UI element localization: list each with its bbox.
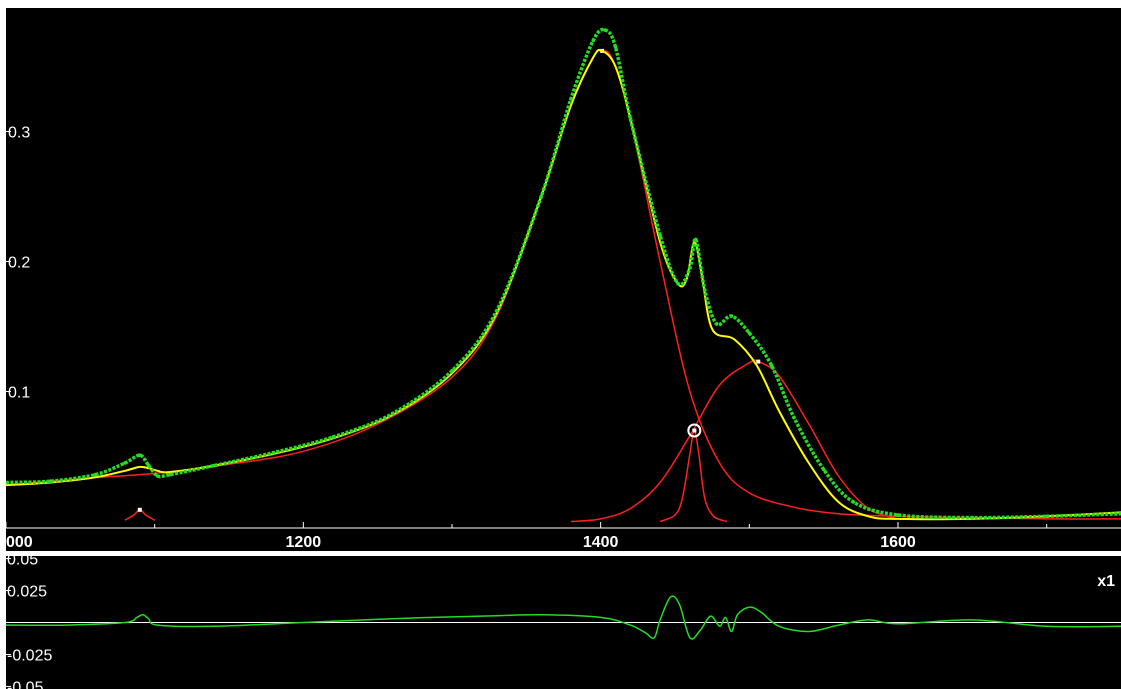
data-point [123,461,127,465]
data-point [769,363,774,368]
data-point [450,368,454,373]
data-point [688,266,692,270]
residual-series-line [6,595,1121,640]
data-point [702,288,707,292]
selected-peak-center [692,428,697,433]
data-point [271,450,276,455]
data-point [155,474,160,478]
data-point [494,309,499,313]
spectrum-plot-panel[interactable]: 000 1200 1400 1600 0.1 0.2 0.3 [6,8,1121,551]
data-point [821,467,826,472]
data-point [896,513,900,517]
y-tick-label: -0.05 [7,679,44,689]
data-series-line [6,27,1121,520]
data-point [694,237,698,242]
data-point [851,500,856,504]
x-tick-label: 000 [6,534,33,551]
residual-scale-label[interactable]: x1 [1097,573,1115,590]
data-point [613,45,618,49]
data-point [714,322,719,326]
x-tick-label: 1400 [583,534,619,551]
data-point [167,472,172,477]
y-tick-label: 0.2 [8,255,30,272]
data-point [146,463,151,468]
y-tick-label: -0.025 [7,647,52,664]
data-point [658,233,662,238]
x-tick-label: 1600 [880,534,916,551]
component-peak-line [6,49,1121,520]
peak-handle-marker[interactable] [756,359,761,364]
y-tick-label: 0.1 [8,385,30,402]
spectrum-chart: 000 1200 1400 1600 0.1 0.2 0.3 [6,27,1121,551]
selected-peak-marker[interactable] [687,423,702,438]
data-point [390,411,395,416]
residual-chart: 0.05 0.025 -0.025 -0.05 x1 [6,556,1121,689]
data-point [747,331,752,335]
data-point [591,38,596,43]
data-point [792,415,796,420]
y-tick-label: 0.3 [8,125,30,142]
data-point [539,194,543,199]
data-point [48,479,53,484]
data-point [138,453,142,458]
data-point [6,480,8,485]
fit-curve-line [6,48,1121,521]
data-point [331,435,335,439]
data-point [212,463,216,468]
y-tick-label: 0.05 [7,556,38,569]
x-tick-label: 1200 [286,534,322,551]
data-point [603,28,607,32]
component-peak-line [659,429,728,523]
component-peak-line [570,359,899,523]
data-point [569,97,573,101]
residual-plot-panel[interactable]: 0.05 0.025 -0.025 -0.05 x1 [6,556,1121,689]
data-point [676,281,680,286]
data-point [628,116,633,121]
data-point [93,472,97,477]
data-point [970,515,975,520]
data-point [1044,514,1049,519]
data-point [729,314,734,318]
peak-handle-marker[interactable] [137,507,142,512]
y-tick-label: 0.025 [7,584,47,601]
